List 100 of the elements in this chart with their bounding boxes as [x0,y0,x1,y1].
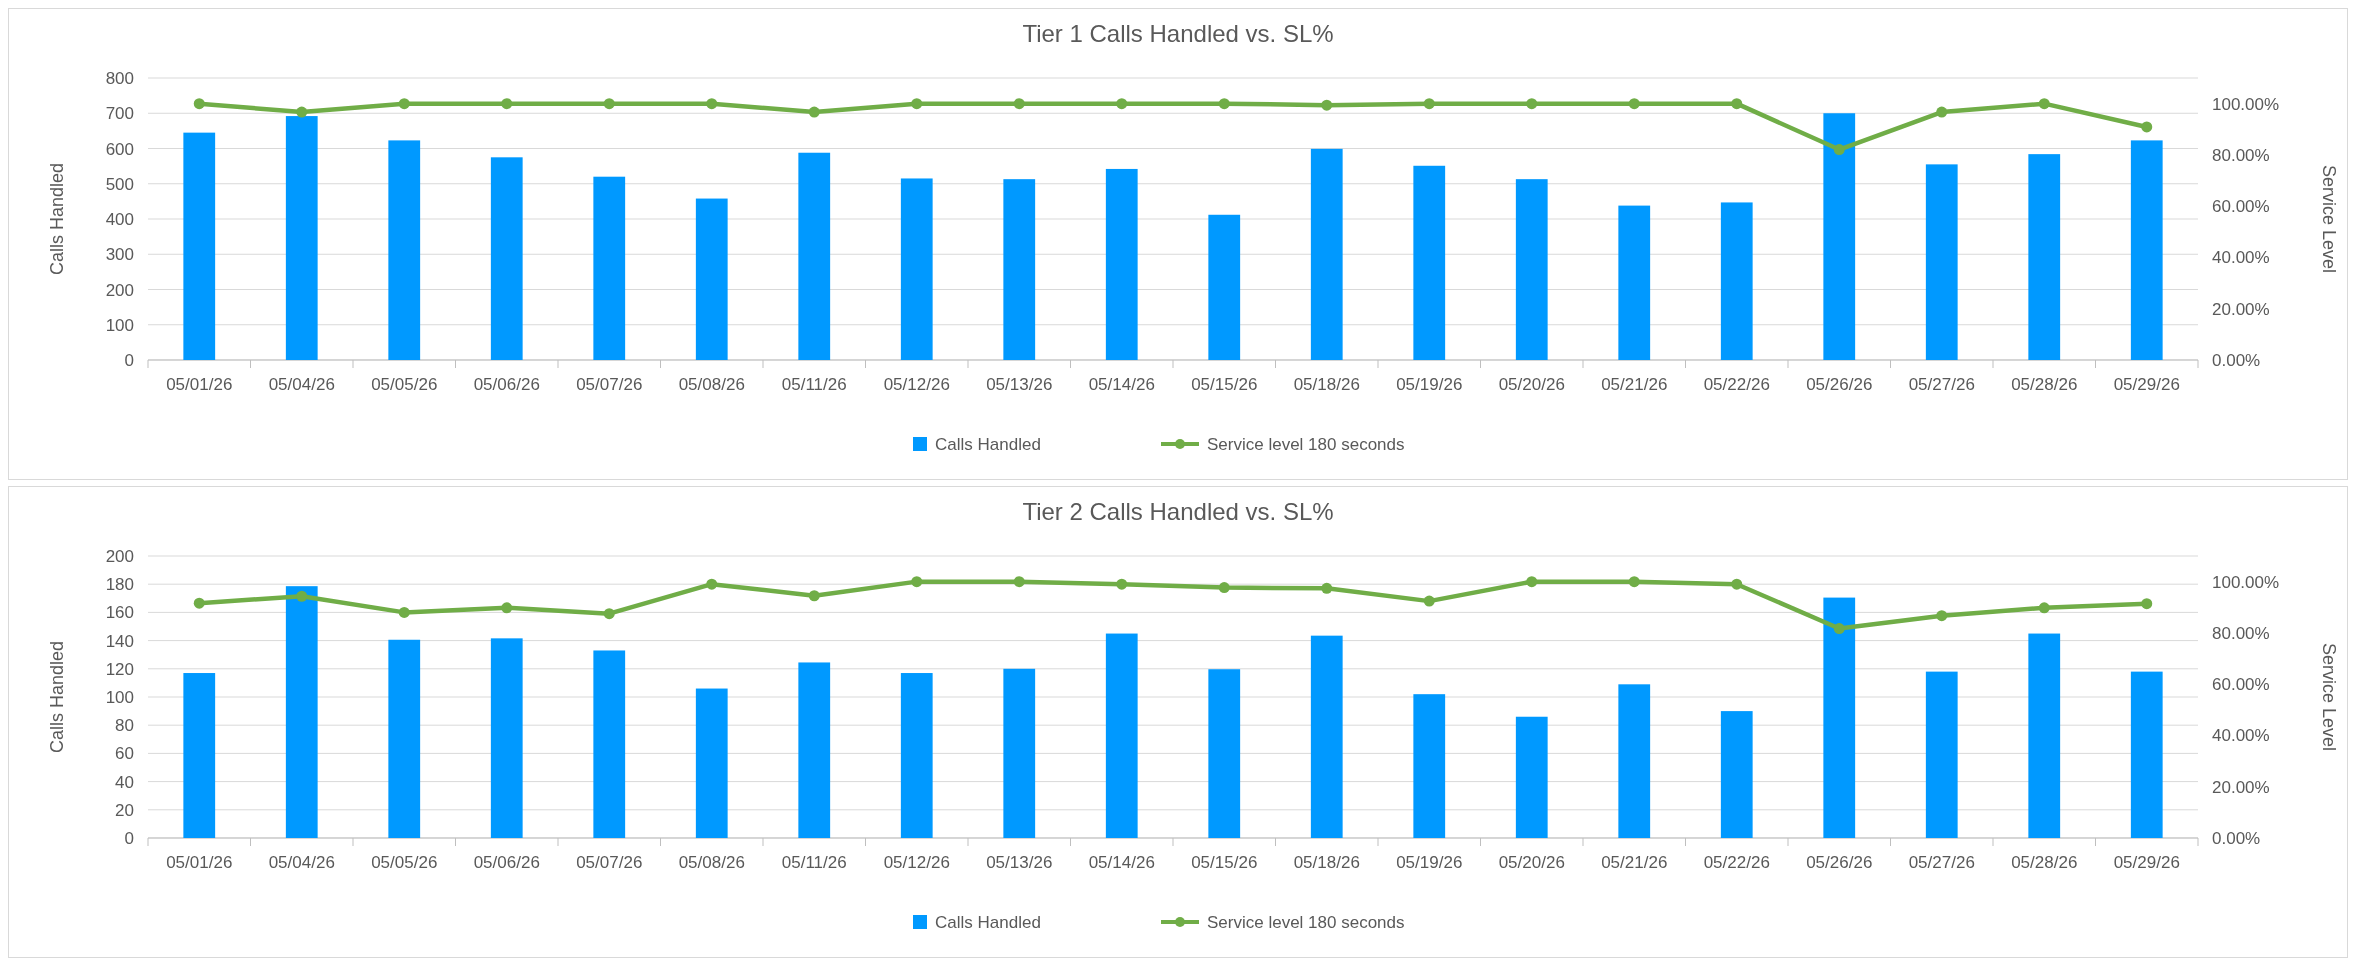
point [1218,582,1230,594]
x-tick-label: 05/05/26 [371,853,438,872]
point [911,98,923,110]
x-tick-label: 05/01/26 [166,853,233,872]
point [1936,106,1948,118]
x-tick-label: 05/14/26 [1088,853,1155,872]
y2-tick-label: 20.00% [2212,777,2270,797]
bar [1618,684,1651,838]
bar [2028,633,2061,838]
point [706,578,718,590]
x-tick-label: 05/11/26 [781,375,847,394]
point [1526,98,1538,110]
x-tick-label: 05/19/26 [1396,853,1463,872]
y2-axis-title: Service Level [2319,164,2339,274]
point [1628,98,1640,110]
point [603,98,615,110]
point [193,98,205,110]
y-tick-label: 60 [115,744,134,764]
x-tick-label: 05/15/26 [1191,375,1258,394]
x-tick-label: 05/08/26 [678,853,745,872]
point [1628,576,1640,588]
bar [1823,113,1856,360]
bar [695,688,728,838]
y2-tick-label: 100.00% [2212,94,2280,114]
bar [1515,179,1548,360]
point [1116,578,1128,590]
y2-tick-label: 40.00% [2212,248,2270,268]
point [1833,623,1845,635]
x-tick-label: 05/04/26 [268,375,335,394]
y-tick-label: 0 [124,351,134,370]
x-tick-label: 05/21/26 [1601,853,1668,872]
x-tick-label: 05/19/26 [1396,375,1463,394]
point [501,98,513,110]
y-tick-label: 400 [105,210,134,229]
x-tick-label: 05/08/26 [678,375,745,394]
bar [1618,205,1651,360]
x-tick-label: 05/22/26 [1703,853,1770,872]
bar [183,673,216,838]
y-tick-label: 300 [105,245,134,265]
bar [1105,633,1138,838]
bar [798,152,831,360]
x-tick-label: 05/01/26 [166,375,233,394]
point [1218,98,1230,110]
point [2141,121,2153,133]
y2-tick-label: 40.00% [2212,726,2270,746]
y-tick-label: 200 [105,547,134,566]
x-tick-label: 05/04/26 [268,853,335,872]
point [1013,98,1025,110]
bar [1310,148,1343,360]
x-tick-label: 05/28/26 [2011,375,2078,394]
y2-tick-label: 60.00% [2212,197,2270,217]
y2-tick-label: 80.00% [2212,145,2270,165]
bar [900,673,933,838]
bar [1003,668,1036,838]
y-tick-label: 140 [105,631,134,651]
bar [593,650,626,838]
y-tick-label: 80 [115,716,134,736]
y2-tick-label: 20.00% [2212,299,2270,319]
bar [900,178,933,360]
bar [1413,694,1446,838]
bar [2130,140,2163,360]
point [296,106,308,118]
point [706,98,718,110]
y-tick-label: 800 [105,69,134,88]
bar [1310,635,1343,838]
point [808,106,820,118]
point [1423,98,1435,110]
x-tick-label: 05/12/26 [883,375,950,394]
point [1116,98,1128,110]
y2-tick-label: 100.00% [2212,572,2280,592]
x-tick-label: 05/14/26 [1088,375,1155,394]
bar [490,638,523,838]
y-tick-label: 40 [115,772,134,792]
bar [1720,711,1753,838]
x-tick-label: 05/13/26 [986,375,1053,394]
bar [1925,164,1958,360]
bar [1515,716,1548,838]
point [1833,144,1845,156]
x-tick-label: 05/18/26 [1293,853,1360,872]
point [2141,598,2153,610]
legend-label: Service level 180 seconds [1207,435,1405,454]
x-tick-label: 05/22/26 [1703,375,1770,394]
bar [1720,202,1753,360]
bar [285,116,318,360]
point [2038,602,2050,614]
x-tick-label: 05/07/26 [576,853,643,872]
y2-tick-label: 0.00% [2212,829,2261,848]
x-tick-label: 05/21/26 [1601,375,1668,394]
x-tick-label: 05/28/26 [2011,853,2078,872]
y-tick-label: 500 [105,174,134,194]
y-tick-label: 180 [105,575,134,595]
bar [1003,179,1036,360]
y-tick-label: 700 [105,104,134,124]
y-tick-label: 20 [115,800,134,820]
legend-label: Service level 180 seconds [1207,913,1405,932]
x-tick-label: 05/12/26 [883,853,950,872]
bar [593,176,626,360]
bar [1413,165,1446,360]
y-tick-label: 0 [124,829,134,848]
point [1731,98,1743,110]
